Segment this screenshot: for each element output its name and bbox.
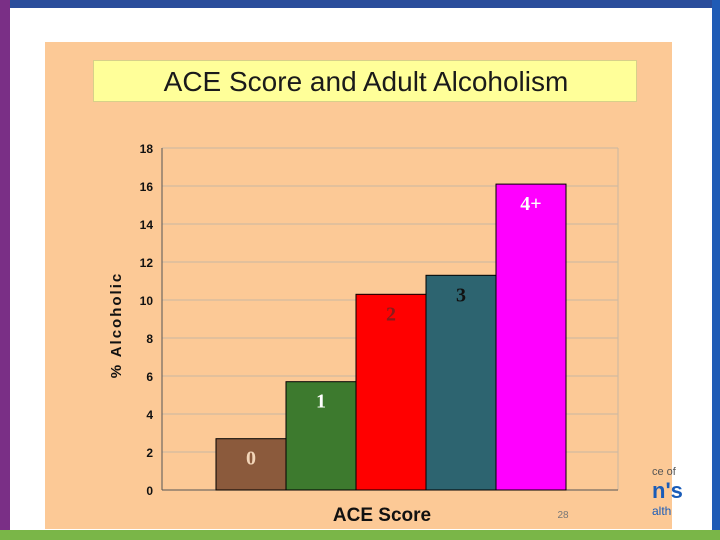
chart-title-box: ACE Score and Adult Alcoholism [93, 60, 637, 102]
y-tick-label: 6 [146, 370, 153, 384]
page-number: 28 [557, 510, 569, 521]
bar-4+ [495, 183, 567, 491]
y-tick-label: 2 [146, 446, 153, 460]
x-axis-label: ACE Score [333, 505, 431, 526]
bar-labels: 0 1 2 3 4+ [246, 193, 542, 470]
y-tick-label: 10 [140, 294, 154, 308]
bottom-border [0, 530, 720, 540]
bar-2 [355, 293, 427, 491]
bars [215, 183, 567, 491]
y-tick-label: 14 [140, 218, 154, 232]
y-tick-label: 16 [140, 180, 154, 194]
logo-text-line1: ce of [652, 466, 676, 478]
right-border [712, 0, 720, 540]
organization-logo: ce of n's alth [652, 466, 720, 518]
bar-label-0: 0 [246, 448, 256, 470]
y-tick-label: 4 [146, 408, 153, 422]
chart-title: ACE Score and Adult Alcoholism [163, 66, 569, 97]
logo-text-line2: n's [652, 478, 683, 503]
y-tick-labels: 0 2 4 6 8 10 12 14 16 18 [140, 142, 154, 498]
bar-label-4+: 4+ [520, 193, 541, 215]
y-axis-label: % Alcoholic [108, 272, 125, 378]
bar-label-3: 3 [456, 284, 466, 306]
y-tick-label: 8 [146, 332, 153, 346]
top-border [0, 0, 720, 8]
bar-0 [215, 438, 287, 491]
bar-3 [425, 274, 497, 491]
y-tick-label: 18 [140, 142, 154, 156]
bar-label-2: 2 [386, 303, 396, 325]
y-tick-label: 0 [146, 484, 153, 498]
bar-label-1: 1 [316, 391, 326, 413]
y-tick-label: 12 [140, 256, 154, 270]
left-border [0, 0, 10, 540]
logo-text-line3: alth [652, 504, 672, 518]
bar-1 [285, 381, 357, 491]
